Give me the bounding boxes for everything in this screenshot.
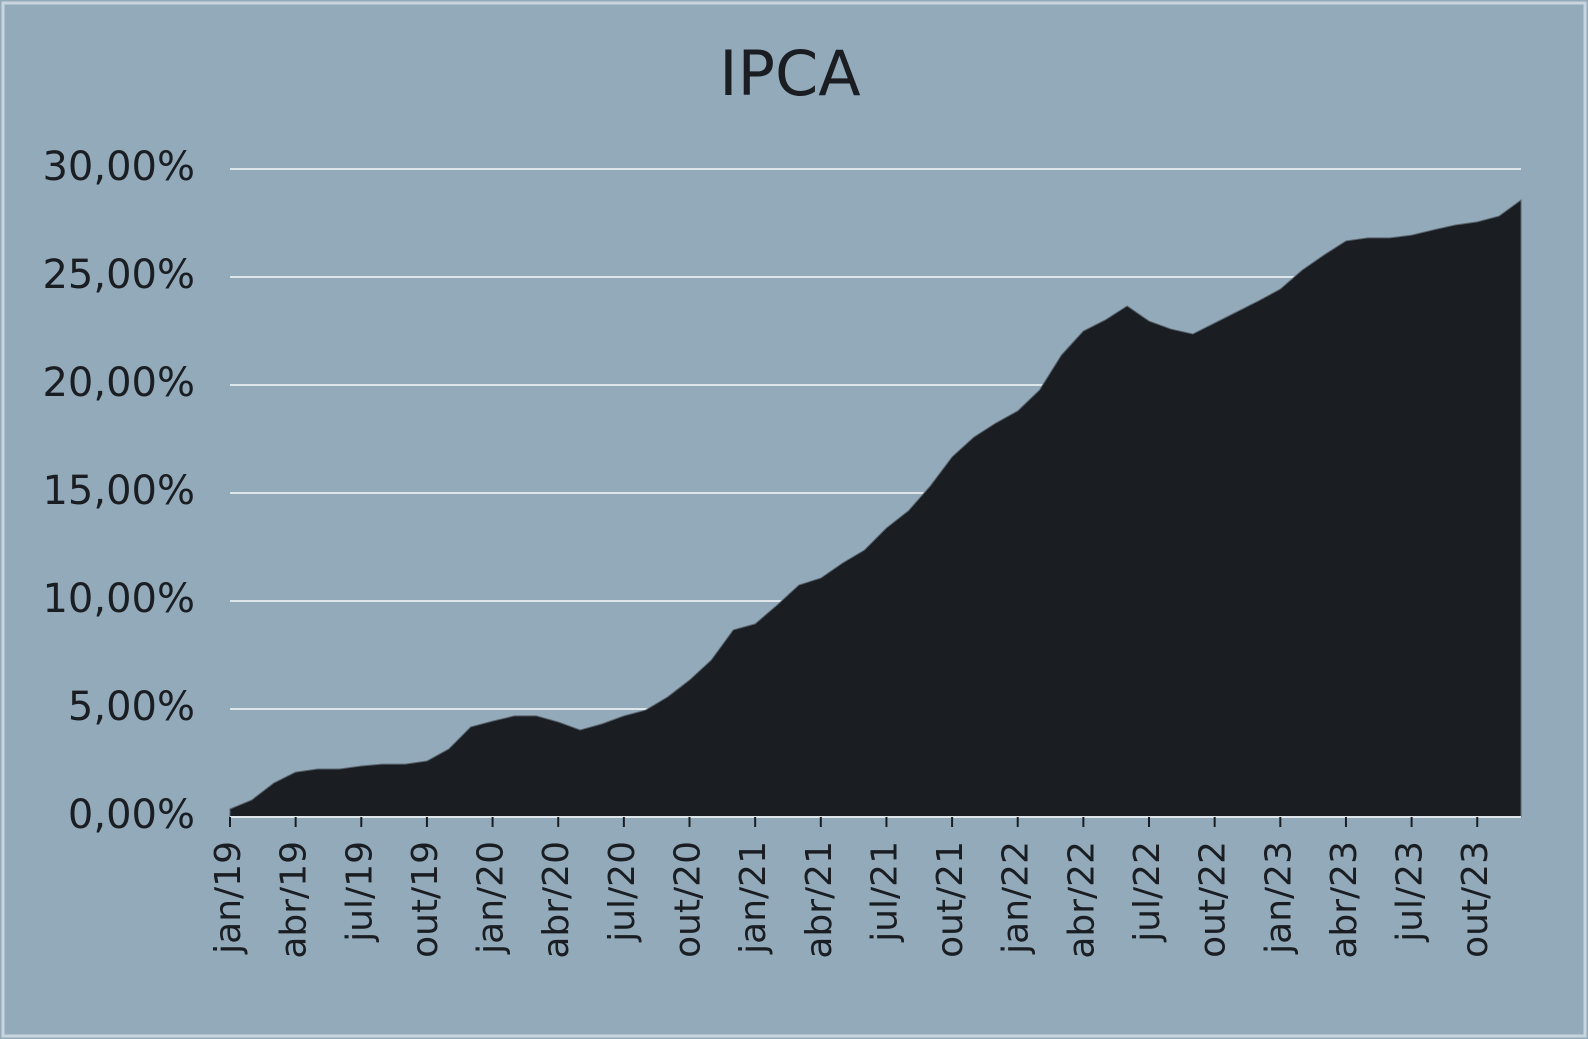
y-tick-label: 30,00% — [42, 144, 195, 190]
chart-title: IPCA — [719, 37, 860, 110]
y-tick-label: 10,00% — [42, 576, 195, 622]
x-tick-label: out/23 — [1455, 841, 1496, 958]
y-tick-label: 0,00% — [68, 792, 195, 838]
y-tick-label: 5,00% — [68, 684, 195, 730]
x-tick-label: jan/21 — [733, 841, 774, 955]
x-tick-label: jan/19 — [208, 841, 249, 955]
x-tick-label: abr/19 — [274, 841, 315, 959]
x-tick-label: out/19 — [405, 841, 446, 958]
x-tick-label: jul/19 — [339, 841, 380, 943]
area — [229, 199, 1522, 818]
x-tick-label: abr/22 — [1061, 841, 1102, 959]
x-tick-label: jan/20 — [471, 841, 512, 955]
x-tick-label: jul/20 — [602, 841, 643, 943]
y-tick-label: 20,00% — [42, 360, 195, 406]
x-tick-label: jul/21 — [864, 841, 905, 943]
y-tick-label: 25,00% — [42, 252, 195, 298]
x-tick-label: abr/20 — [536, 841, 577, 959]
x-tick-label: jul/23 — [1390, 841, 1431, 943]
y-tick-label: 15,00% — [42, 468, 195, 514]
x-tick-label: abr/21 — [799, 841, 840, 959]
x-tick-label: jul/22 — [1127, 841, 1168, 943]
x-tick-label: out/20 — [668, 841, 709, 958]
x-tick-label: out/21 — [930, 841, 971, 958]
x-tick-label: out/22 — [1193, 841, 1234, 958]
x-tick-label: jan/23 — [1258, 841, 1299, 955]
x-tick-label: abr/23 — [1324, 841, 1365, 959]
x-tick-label: jan/22 — [996, 841, 1037, 955]
